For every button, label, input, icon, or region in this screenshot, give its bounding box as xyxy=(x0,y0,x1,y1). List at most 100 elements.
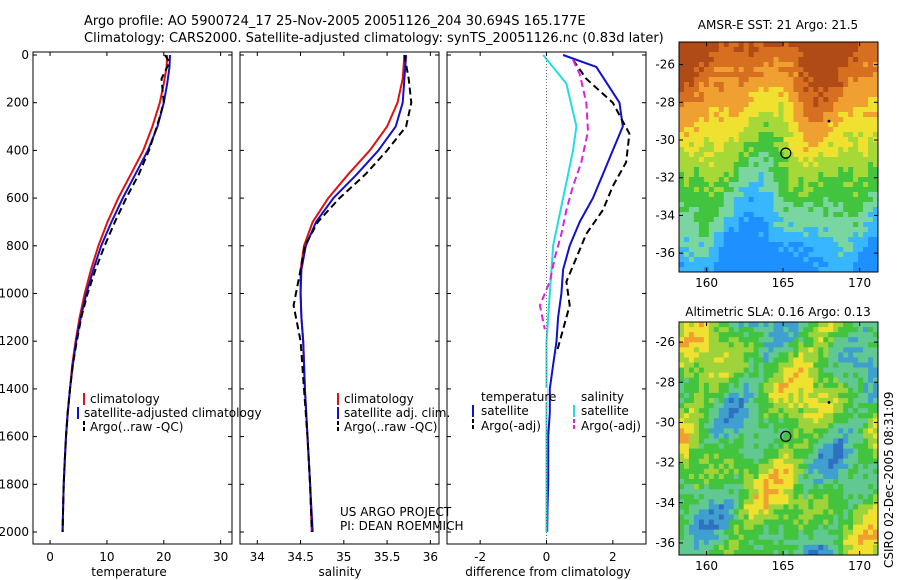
map-cell xyxy=(863,157,869,163)
map-cell xyxy=(838,57,844,63)
map-cell xyxy=(688,377,695,384)
map-cell xyxy=(683,362,690,368)
map-cell xyxy=(823,539,829,546)
map-cell xyxy=(708,448,715,455)
map-cell xyxy=(783,87,789,93)
map-cell xyxy=(863,443,869,450)
map-cell xyxy=(713,392,720,399)
map-cell xyxy=(743,484,750,490)
map-cell xyxy=(853,87,859,93)
map-cell xyxy=(768,372,774,379)
map-cell xyxy=(688,448,695,455)
map-cell xyxy=(688,257,695,263)
map-cell xyxy=(853,177,859,183)
map-cell xyxy=(833,362,839,368)
temperature-lines xyxy=(61,54,171,533)
map-cell xyxy=(808,82,814,88)
map-cell xyxy=(843,182,849,188)
map-cell xyxy=(748,377,755,384)
map-cell xyxy=(679,172,685,178)
map-cell xyxy=(683,257,690,263)
map-cell xyxy=(723,227,730,233)
map-cell xyxy=(803,529,809,536)
map-cell xyxy=(753,157,760,163)
map-cell xyxy=(863,489,869,495)
map-cell xyxy=(868,72,874,78)
map-cell xyxy=(763,479,769,485)
map-cell xyxy=(843,357,849,363)
map-cell xyxy=(833,92,839,98)
map-cell xyxy=(828,448,834,455)
map-cell xyxy=(828,172,834,178)
map-cell xyxy=(783,237,789,243)
map-cell xyxy=(723,267,730,272)
map-cell xyxy=(728,322,735,328)
map-cell xyxy=(738,418,745,424)
map-cell xyxy=(833,237,839,243)
map-cell xyxy=(798,147,804,153)
map-cell xyxy=(803,443,809,450)
map-cell xyxy=(708,423,715,429)
map-cell xyxy=(743,352,750,358)
map-cell xyxy=(768,202,774,208)
map-cell xyxy=(723,524,730,531)
map-cell xyxy=(763,382,769,389)
map-cell xyxy=(853,207,859,213)
map-cell xyxy=(683,322,690,328)
map-cell xyxy=(723,117,730,123)
map-cell xyxy=(748,549,755,555)
map-cell xyxy=(803,413,809,419)
map-cell xyxy=(708,52,715,58)
map-cell xyxy=(733,87,740,93)
map-cell xyxy=(693,403,700,409)
map-cell xyxy=(843,202,849,208)
y-tick-label: 1800 xyxy=(0,477,29,491)
map-cell xyxy=(848,357,854,363)
map-cell xyxy=(858,232,864,238)
map-cell xyxy=(823,227,829,233)
map-cell xyxy=(843,342,849,348)
map-cell xyxy=(733,392,740,399)
map-cell xyxy=(723,408,730,414)
map-cell xyxy=(753,212,760,218)
map-cell xyxy=(748,47,755,53)
series-line xyxy=(292,54,413,533)
map-cell xyxy=(863,187,869,193)
map-cell xyxy=(863,247,869,253)
map-cell xyxy=(763,509,769,515)
y-tick-label: 1000 xyxy=(0,287,29,301)
map-cell xyxy=(748,347,755,353)
map-cell xyxy=(798,514,804,520)
map-cell xyxy=(778,423,784,429)
map-cell xyxy=(743,489,750,495)
map-cell xyxy=(679,112,685,118)
map-cell xyxy=(823,142,829,148)
map-cell xyxy=(798,413,804,419)
map-cell xyxy=(868,403,874,409)
map-cell xyxy=(733,342,740,348)
map-cell xyxy=(783,397,789,404)
map-cell xyxy=(693,458,700,465)
map-cell xyxy=(768,448,774,455)
map-cell xyxy=(813,252,819,258)
map-cell xyxy=(748,267,755,272)
map-cell xyxy=(803,489,809,495)
map-cell xyxy=(873,257,878,263)
map-cell xyxy=(723,499,730,505)
map-cell xyxy=(753,127,760,133)
map-cell xyxy=(833,443,839,450)
map-cell xyxy=(823,72,829,78)
map-cell xyxy=(688,372,695,379)
map-cell xyxy=(743,252,750,258)
map-cell xyxy=(733,514,740,520)
map-cell xyxy=(753,367,760,374)
map-cell xyxy=(708,142,715,148)
map-cell xyxy=(713,162,720,168)
map-cell xyxy=(753,458,760,465)
map-cell xyxy=(738,453,745,460)
map-cell xyxy=(778,82,784,88)
map-cell xyxy=(688,42,695,48)
map-cell xyxy=(718,337,725,343)
map-cell xyxy=(758,107,764,113)
map-cell xyxy=(858,514,864,520)
